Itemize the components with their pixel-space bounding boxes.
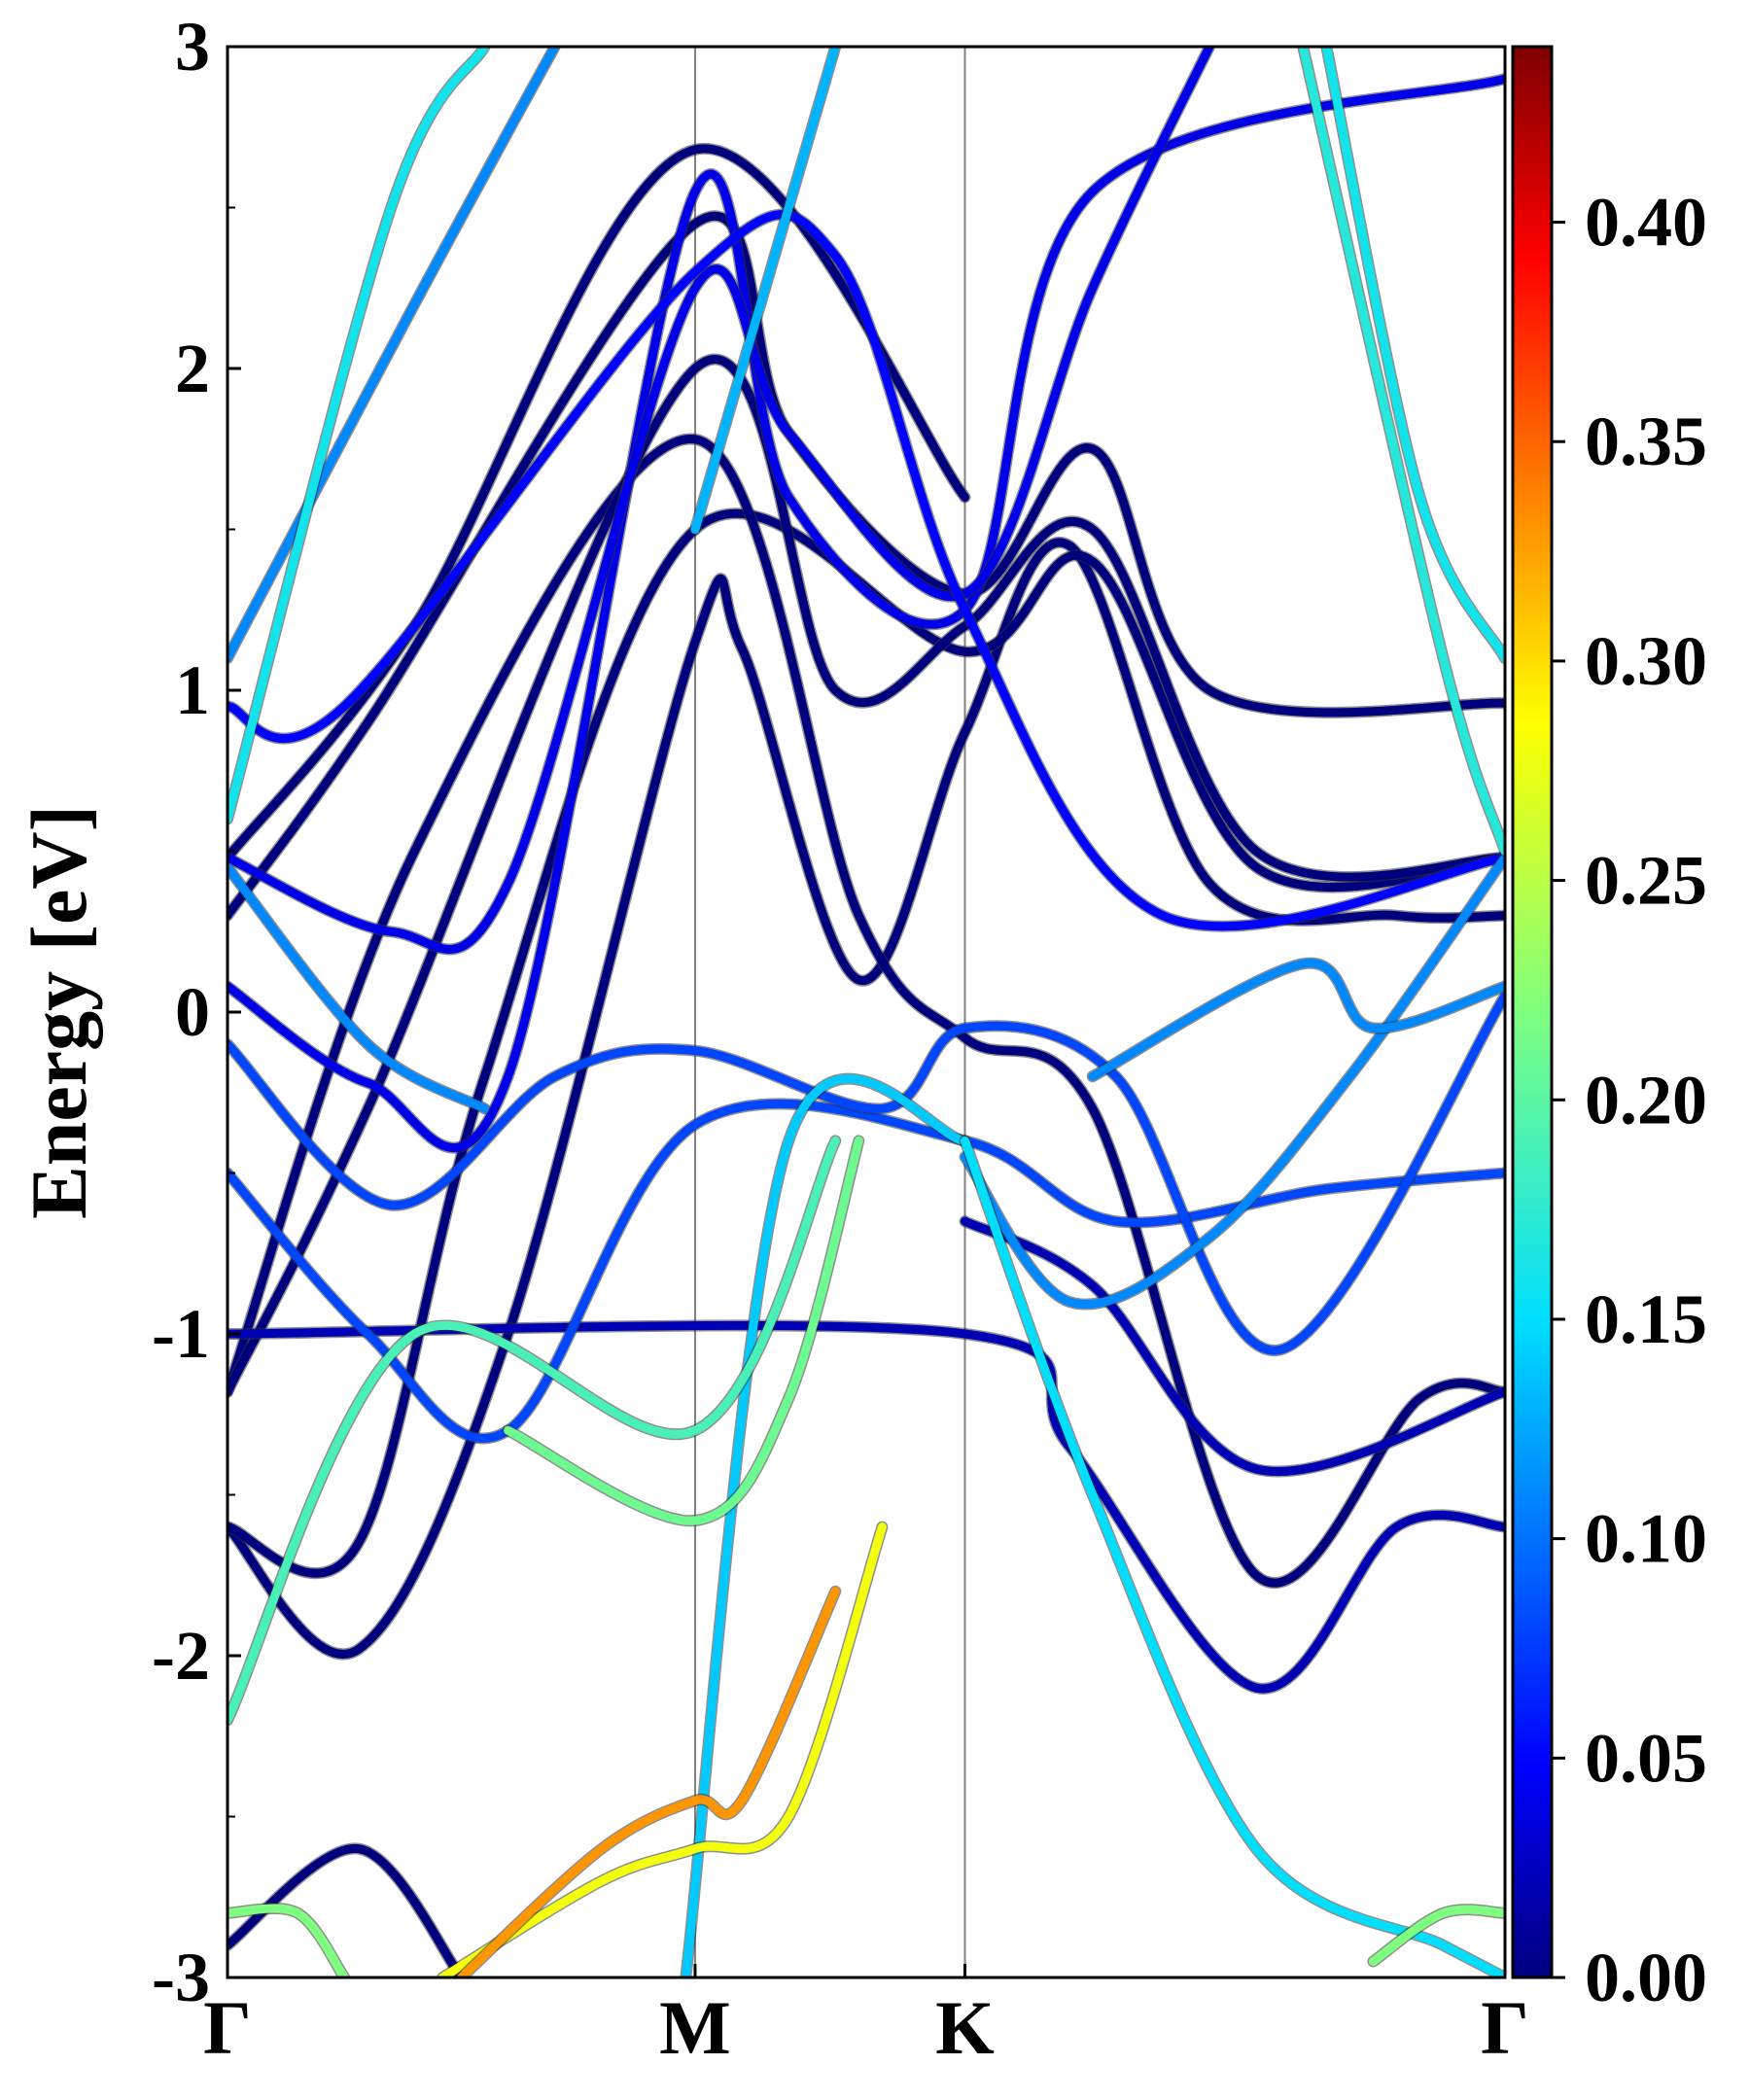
colorbar: [1511, 45, 1554, 1979]
y-tick-label: 0: [175, 973, 210, 1051]
colorbar-tick-label: 0.15: [1585, 1280, 1707, 1358]
band-line: [228, 355, 1505, 1397]
plot-background: [228, 47, 1505, 1978]
y-axis-label: Energy [eV]: [15, 805, 103, 1219]
band-line: [228, 210, 1505, 931]
band-line: [228, 1136, 840, 1725]
y-tick-label: 3: [175, 8, 210, 86]
colorbar-tick-label: 0.10: [1585, 1500, 1707, 1578]
x-tick-label: Γ: [203, 1985, 252, 2070]
band-line: [228, 1099, 1505, 1443]
band-line: [228, 862, 489, 1113]
x-tick-label: Γ: [1481, 1985, 1529, 2070]
band-line: [228, 435, 1505, 1588]
band-line: [1298, 47, 1505, 856]
y-tick-label: -2: [152, 1617, 210, 1695]
band-line: [228, 538, 1505, 1659]
band-line: [457, 1587, 840, 1978]
colorbar-tick-label: 0.05: [1585, 1719, 1707, 1797]
band-line: [1321, 47, 1505, 663]
band-line: [228, 1904, 349, 1978]
band-line: [228, 47, 1214, 954]
bands-layer: [228, 47, 1505, 1978]
colorbar-tick-label: 0.30: [1585, 622, 1707, 700]
band-line: [228, 144, 969, 862]
y-tick-label: 2: [175, 330, 210, 407]
colorbar-tick-label: 0.20: [1585, 1061, 1707, 1138]
band-line: [228, 47, 489, 823]
band-line: [228, 992, 1505, 1355]
x-tick-label: K: [935, 1985, 995, 2070]
band-line: [961, 853, 1505, 1310]
band-line: [1088, 959, 1505, 1081]
colorbar-ticks: 0.00 0.05 0.10 0.15 0.20 0.25 0.30 0.35 0.40: [1552, 184, 1707, 2016]
y-tick-label: -1: [152, 1295, 210, 1373]
y-tick-label: 1: [175, 651, 210, 729]
colorbar-tick-label: 0.35: [1585, 402, 1707, 480]
band-line: [690, 47, 840, 534]
band-line: [961, 1216, 1505, 1476]
band-line: [438, 1522, 887, 1978]
colorbar-tick-label: 0.40: [1585, 184, 1707, 262]
band-line: [1368, 1905, 1505, 1966]
band-line: [228, 74, 1505, 1153]
y-tick-label: -3: [152, 1939, 210, 2016]
x-tick-label: M: [659, 1985, 731, 2070]
band-line: [504, 1136, 863, 1525]
band-line: [228, 47, 560, 663]
y-axis-ticks: -3 -2 -1 0 1 2 3: [152, 8, 241, 2016]
colorbar-tick-label: 0.00: [1585, 1939, 1707, 2016]
band-line: [228, 508, 1505, 1578]
band-line: [961, 1136, 1505, 1978]
colorbar-tick-label: 0.25: [1585, 842, 1707, 920]
